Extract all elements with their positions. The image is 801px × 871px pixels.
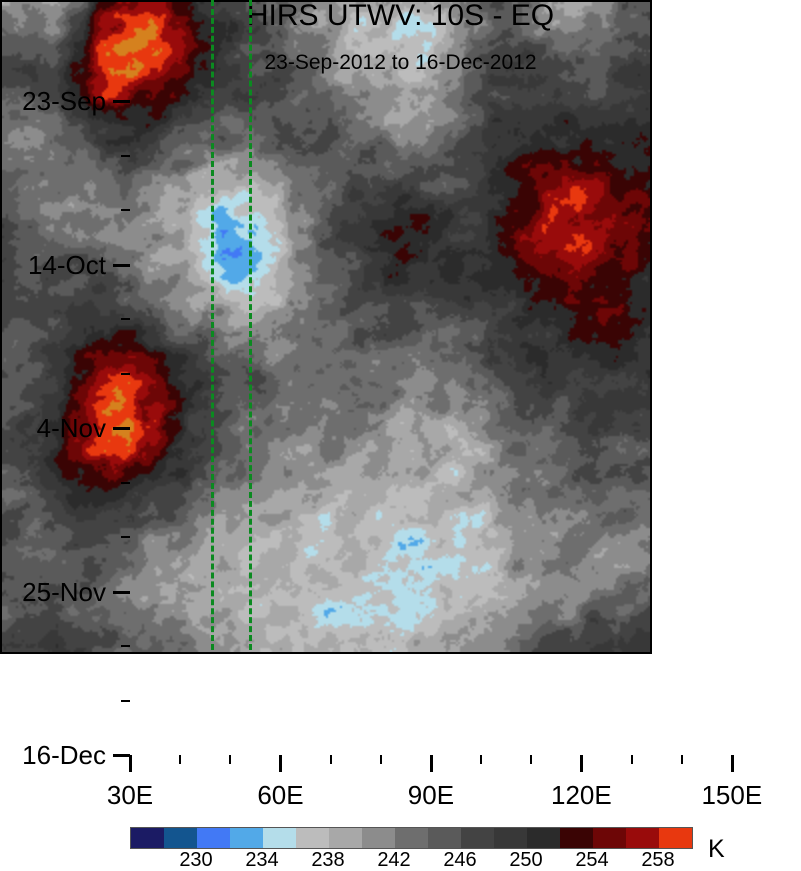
x-tick-label: 30E: [106, 780, 154, 810]
x-tick-label: 60E: [257, 780, 304, 810]
y-tick-minor: [121, 645, 130, 647]
colorbar-swatch: [263, 828, 296, 848]
x-tick-major: [129, 755, 132, 772]
y-tick-label: 4-Nov: [36, 413, 106, 443]
colorbar-tick-label: 238: [311, 849, 345, 871]
colorbar-swatch: [230, 828, 263, 848]
y-tick-major: [113, 427, 130, 430]
x-tick-major: [279, 755, 283, 772]
page-title: HIRS UTWV: 10S - EQ: [246, 0, 555, 32]
x-tick-minor: [630, 755, 633, 764]
y-tick-minor: [121, 318, 130, 320]
colorbar-swatch: [362, 828, 395, 848]
x-tick-label: 120E: [551, 780, 612, 810]
annotation-vline-2: [248, 0, 252, 650]
colorbar-tick-label: 250: [509, 849, 543, 871]
colorbar-tick-label: 234: [245, 849, 279, 871]
y-tick-label: 16-Dec: [22, 740, 106, 770]
colorbar: [130, 827, 693, 849]
plot-area: [0, 0, 652, 654]
colorbar-swatch: [560, 828, 593, 848]
y-tick-minor: [121, 699, 130, 702]
x-tick-minor: [680, 755, 683, 764]
annotation-vline-1: [211, 0, 215, 650]
colorbar-swatch: [461, 828, 494, 848]
y-tick-minor: [121, 209, 130, 211]
x-tick-minor: [379, 755, 382, 764]
x-tick-minor: [530, 755, 533, 764]
colorbar-swatch: [197, 828, 230, 848]
y-tick-major: [113, 100, 130, 103]
colorbar-swatch: [494, 828, 527, 848]
colorbar-swatch: [659, 828, 692, 848]
colorbar-tick-label: 254: [575, 849, 609, 871]
y-tick-minor: [121, 481, 130, 484]
x-tick-major: [429, 755, 433, 772]
x-tick-major: [730, 755, 734, 772]
x-tick-minor: [329, 755, 332, 764]
colorbar-tick-label: 242: [377, 849, 411, 871]
colorbar-swatch: [428, 828, 461, 848]
y-tick-major: [113, 590, 130, 594]
colorbar-swatch: [593, 828, 626, 848]
x-tick-minor: [480, 755, 483, 764]
y-tick-minor: [121, 154, 130, 157]
y-tick-minor: [121, 536, 130, 538]
colorbar-tick-label: 230: [179, 849, 213, 871]
x-tick-label: 150E: [701, 780, 763, 810]
y-tick-major: [113, 263, 130, 267]
x-tick-minor: [179, 755, 182, 764]
colorbar-swatch: [164, 828, 197, 848]
figure-subtitle: 23-Sep-2012 to 16-Dec-2012: [264, 51, 537, 74]
y-tick-major: [113, 754, 130, 757]
colorbar-swatch: [131, 828, 164, 848]
colorbar-swatch: [626, 828, 659, 848]
y-tick-label: 14-Oct: [27, 249, 106, 280]
y-tick-minor: [121, 372, 130, 375]
colorbar-swatch: [527, 828, 560, 848]
colorbar-unit-label: K: [708, 835, 725, 863]
x-tick-major: [580, 755, 584, 772]
y-tick-label: 25-Nov: [22, 576, 106, 607]
colorbar-tick-label: 246: [443, 849, 477, 871]
colorbar-tick-label: 258: [641, 849, 675, 871]
hovmoller-field-canvas: [2, 2, 650, 652]
colorbar-swatch: [296, 828, 329, 848]
y-tick-label: 23-Sep: [22, 86, 106, 116]
x-tick-label: 90E: [407, 780, 455, 810]
colorbar-swatch: [329, 828, 362, 848]
x-tick-minor: [229, 755, 232, 764]
colorbar-swatch: [395, 828, 428, 848]
